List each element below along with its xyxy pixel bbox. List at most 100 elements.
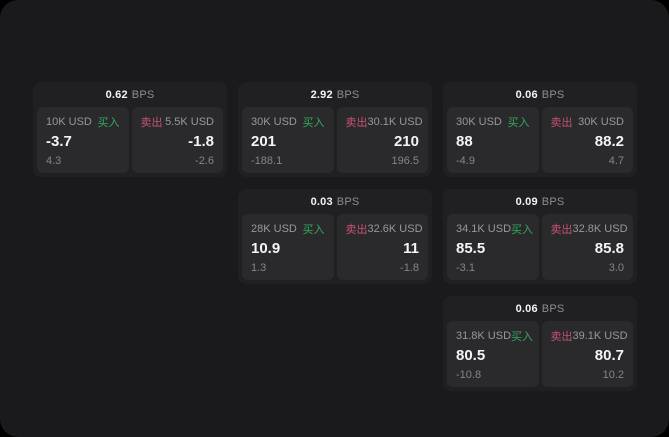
buy-sell-panels: 10K USD 买入 -3.7 4.3 卖出 5.5K USD -1.8 -2.…	[33, 107, 227, 177]
buy-sub-value: -10.8	[456, 369, 482, 381]
buy-side-label: 买入	[511, 331, 534, 343]
quote-card[interactable]: 0.03 BPS 28K USD 买入 10.9 1.3 卖出 32.6K US…	[238, 189, 432, 284]
sell-amount: 39.1K USD	[572, 330, 628, 342]
buy-amount: 31.8K USD	[456, 330, 512, 342]
sell-side-label: 卖出	[345, 224, 368, 236]
buy-value: 201	[251, 133, 277, 151]
buy-sell-panels: 28K USD 买入 10.9 1.3 卖出 32.6K USD 11 -1.8	[238, 214, 432, 284]
sell-value: 88.2	[594, 133, 624, 151]
buy-amount: 30K USD	[251, 116, 297, 128]
buy-sub-value: 4.3	[46, 155, 62, 167]
bps-value: 0.09	[515, 195, 538, 208]
quote-card[interactable]: 0.62 BPS 10K USD 买入 -3.7 4.3 卖出 5.5K USD	[33, 82, 227, 177]
buy-sub-value: 1.3	[251, 262, 267, 274]
sell-amount: 32.6K USD	[367, 223, 423, 235]
quote-card[interactable]: 2.92 BPS 30K USD 买入 201 -188.1 卖出 30.1K …	[238, 82, 432, 177]
bps-value: 2.92	[310, 88, 333, 101]
sell-side-label: 卖出	[140, 117, 163, 129]
buy-panel[interactable]: 31.8K USD 买入 80.5 -10.8	[447, 321, 539, 387]
sell-side-label: 卖出	[550, 117, 573, 129]
buy-sub-value: -3.1	[456, 262, 475, 274]
buy-value: 88	[456, 133, 473, 151]
bps-unit-label: BPS	[131, 88, 155, 101]
sell-value: 80.7	[594, 347, 624, 365]
buy-panel-top-row: 30K USD 买入	[456, 114, 530, 130]
buy-panel[interactable]: 28K USD 买入 10.9 1.3	[242, 214, 334, 280]
buy-panel[interactable]: 34.1K USD 买入 85.5 -3.1	[447, 214, 539, 280]
bps-unit-label: BPS	[541, 302, 565, 315]
buy-amount: 34.1K USD	[456, 223, 512, 235]
sell-side-label: 卖出	[550, 331, 573, 343]
bps-unit-label: BPS	[336, 195, 360, 208]
buy-panel-top-row: 34.1K USD 买入	[456, 221, 534, 237]
bps-value: 0.06	[515, 302, 538, 315]
buy-sell-panels: 31.8K USD 买入 80.5 -10.8 卖出 39.1K USD 80.…	[443, 321, 637, 391]
buy-panel[interactable]: 30K USD 买入 88 -4.9	[447, 107, 539, 173]
buy-value: 80.5	[456, 347, 486, 365]
buy-side-label: 买入	[511, 224, 534, 236]
sell-sub-value: -2.6	[195, 155, 214, 167]
bps-unit-label: BPS	[336, 88, 360, 101]
sell-amount: 30.1K USD	[367, 116, 423, 128]
sell-value: 11	[403, 240, 419, 258]
sell-sub-value: 196.5	[391, 155, 419, 167]
buy-panel[interactable]: 30K USD 买入 201 -188.1	[242, 107, 334, 173]
sell-sub-value: 4.7	[608, 155, 624, 167]
sell-value: 85.8	[594, 240, 624, 258]
sell-sub-value: -1.8	[400, 262, 419, 274]
sell-panel-top-row: 卖出 30K USD	[551, 114, 625, 130]
sell-panel[interactable]: 卖出 30K USD 88.2 4.7	[541, 107, 633, 173]
sell-panel-top-row: 卖出 32.6K USD	[345, 221, 423, 237]
bps-header: 0.06 BPS	[443, 296, 637, 321]
bps-header: 2.92 BPS	[238, 82, 432, 107]
buy-sell-panels: 34.1K USD 买入 85.5 -3.1 卖出 32.8K USD 85.8…	[443, 214, 637, 284]
buy-value: 10.9	[251, 240, 281, 258]
buy-panel[interactable]: 10K USD 买入 -3.7 4.3	[37, 107, 129, 173]
sell-panel[interactable]: 卖出 30.1K USD 210 196.5	[336, 107, 428, 173]
buy-amount: 28K USD	[251, 223, 297, 235]
bps-unit-label: BPS	[541, 195, 565, 208]
quote-card[interactable]: 0.09 BPS 34.1K USD 买入 85.5 -3.1 卖出 32.8K…	[443, 189, 637, 284]
buy-value: -3.7	[46, 133, 72, 151]
quote-card[interactable]: 0.06 BPS 30K USD 买入 88 -4.9 卖出 30K USD	[443, 82, 637, 177]
buy-side-label: 买入	[302, 117, 325, 129]
sell-sub-value: 10.2	[602, 369, 624, 381]
bps-unit-label: BPS	[541, 88, 565, 101]
sell-amount: 5.5K USD	[165, 116, 214, 128]
sell-sub-value: 3.0	[608, 262, 624, 274]
sell-value: 210	[393, 133, 419, 151]
buy-sell-panels: 30K USD 买入 88 -4.9 卖出 30K USD 88.2 4.7	[443, 107, 637, 177]
buy-amount: 30K USD	[456, 116, 502, 128]
bps-header: 0.09 BPS	[443, 189, 637, 214]
buy-side-label: 买入	[97, 117, 120, 129]
buy-panel-top-row: 31.8K USD 买入	[456, 328, 534, 344]
sell-panel[interactable]: 卖出 5.5K USD -1.8 -2.6	[131, 107, 223, 173]
quote-cards-grid: 0.62 BPS 10K USD 买入 -3.7 4.3 卖出 5.5K USD	[33, 82, 637, 391]
sell-panel[interactable]: 卖出 32.6K USD 11 -1.8	[336, 214, 428, 280]
sell-value: -1.8	[188, 133, 214, 151]
sell-panel-top-row: 卖出 39.1K USD	[550, 328, 628, 344]
bps-value: 0.03	[310, 195, 333, 208]
bps-value: 0.06	[515, 88, 538, 101]
buy-amount: 10K USD	[46, 116, 92, 128]
sell-panel-top-row: 卖出 30.1K USD	[345, 114, 423, 130]
buy-sell-panels: 30K USD 买入 201 -188.1 卖出 30.1K USD 210 1…	[238, 107, 432, 177]
sell-panel[interactable]: 卖出 39.1K USD 80.7 10.2	[541, 321, 633, 387]
buy-value: 85.5	[456, 240, 486, 258]
sell-side-label: 卖出	[550, 224, 573, 236]
buy-side-label: 买入	[507, 117, 530, 129]
sell-panel-top-row: 卖出 5.5K USD	[141, 114, 215, 130]
buy-sub-value: -188.1	[251, 155, 283, 167]
quote-card[interactable]: 0.06 BPS 31.8K USD 买入 80.5 -10.8 卖出 39.1…	[443, 296, 637, 391]
buy-panel-top-row: 10K USD 买入	[46, 114, 120, 130]
buy-panel-top-row: 30K USD 买入	[251, 114, 325, 130]
bps-header: 0.03 BPS	[238, 189, 432, 214]
buy-sub-value: -4.9	[456, 155, 475, 167]
buy-side-label: 买入	[302, 224, 325, 236]
bps-header: 0.06 BPS	[443, 82, 637, 107]
sell-panel[interactable]: 卖出 32.8K USD 85.8 3.0	[541, 214, 633, 280]
sell-panel-top-row: 卖出 32.8K USD	[550, 221, 628, 237]
sell-side-label: 卖出	[345, 117, 368, 129]
sell-amount: 32.8K USD	[572, 223, 628, 235]
